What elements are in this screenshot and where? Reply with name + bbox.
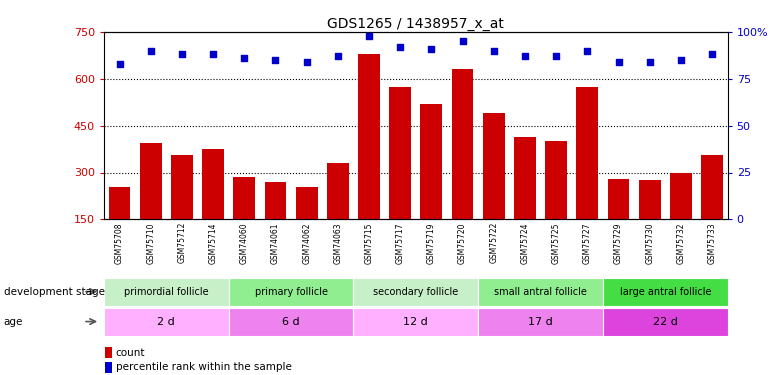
- Bar: [109, 187, 130, 266]
- Bar: [577, 87, 598, 266]
- Point: [238, 55, 250, 61]
- Point: [207, 51, 219, 57]
- Text: 6 d: 6 d: [283, 316, 300, 327]
- Text: secondary follicle: secondary follicle: [373, 286, 458, 297]
- Point: [581, 48, 594, 54]
- Text: development stage: development stage: [4, 286, 105, 297]
- Text: GSM75724: GSM75724: [521, 222, 530, 264]
- Text: GSM74063: GSM74063: [333, 222, 343, 264]
- Point: [176, 51, 188, 57]
- Text: GSM75715: GSM75715: [364, 222, 373, 264]
- Bar: [229, 278, 353, 306]
- Text: GSM75725: GSM75725: [551, 222, 561, 264]
- Point: [706, 51, 718, 57]
- Point: [644, 59, 656, 65]
- Bar: [104, 308, 229, 336]
- Bar: [514, 136, 536, 266]
- Point: [300, 59, 313, 65]
- Point: [394, 44, 407, 50]
- Point: [519, 53, 531, 59]
- Point: [113, 61, 126, 67]
- Bar: [327, 163, 349, 266]
- Bar: [420, 104, 442, 266]
- Text: GSM75729: GSM75729: [614, 222, 623, 264]
- Text: GSM75712: GSM75712: [177, 222, 186, 264]
- Text: GSM75722: GSM75722: [489, 222, 498, 264]
- Text: age: age: [4, 316, 23, 327]
- Bar: [608, 179, 629, 266]
- Bar: [452, 69, 474, 266]
- Text: GSM75730: GSM75730: [645, 222, 654, 264]
- Bar: [483, 113, 504, 266]
- Point: [425, 46, 437, 52]
- Point: [332, 53, 344, 59]
- Text: GSM75708: GSM75708: [115, 222, 124, 264]
- Bar: [296, 187, 317, 266]
- Bar: [140, 143, 162, 266]
- Point: [145, 48, 157, 54]
- Text: GSM75727: GSM75727: [583, 222, 592, 264]
- Bar: [478, 278, 603, 306]
- Bar: [104, 278, 229, 306]
- Point: [457, 38, 469, 44]
- Text: GSM75717: GSM75717: [396, 222, 405, 264]
- Bar: [353, 278, 478, 306]
- Bar: [670, 172, 691, 266]
- Bar: [478, 308, 603, 336]
- Bar: [603, 308, 728, 336]
- Point: [675, 57, 687, 63]
- Bar: [203, 149, 224, 266]
- Bar: [358, 54, 380, 266]
- Text: GSM74060: GSM74060: [239, 222, 249, 264]
- Point: [363, 33, 375, 39]
- Text: 2 d: 2 d: [157, 316, 176, 327]
- Text: GSM75720: GSM75720: [458, 222, 467, 264]
- Bar: [545, 141, 567, 266]
- Point: [550, 53, 562, 59]
- Text: 12 d: 12 d: [403, 316, 428, 327]
- Bar: [265, 182, 286, 266]
- Point: [270, 57, 282, 63]
- Text: primary follicle: primary follicle: [255, 286, 327, 297]
- Text: 22 d: 22 d: [653, 316, 678, 327]
- Text: GSM75714: GSM75714: [209, 222, 218, 264]
- Bar: [390, 87, 411, 266]
- Bar: [639, 180, 661, 266]
- Bar: [171, 155, 192, 266]
- Text: GSM75733: GSM75733: [708, 222, 717, 264]
- Bar: [233, 177, 255, 266]
- Text: GSM75710: GSM75710: [146, 222, 156, 264]
- Text: large antral follicle: large antral follicle: [620, 286, 711, 297]
- Text: GSM75719: GSM75719: [427, 222, 436, 264]
- Bar: [229, 308, 353, 336]
- Bar: [701, 155, 723, 266]
- Text: GSM75732: GSM75732: [676, 222, 685, 264]
- Point: [612, 59, 624, 65]
- Text: primordial follicle: primordial follicle: [124, 286, 209, 297]
- Text: 17 d: 17 d: [528, 316, 553, 327]
- Text: percentile rank within the sample: percentile rank within the sample: [116, 363, 291, 372]
- Text: small antral follicle: small antral follicle: [494, 286, 587, 297]
- Text: GSM74061: GSM74061: [271, 222, 280, 264]
- Text: count: count: [116, 348, 145, 357]
- Bar: [353, 308, 478, 336]
- Title: GDS1265 / 1438957_x_at: GDS1265 / 1438957_x_at: [327, 17, 504, 31]
- Bar: [603, 278, 728, 306]
- Point: [487, 48, 500, 54]
- Text: GSM74062: GSM74062: [302, 222, 311, 264]
